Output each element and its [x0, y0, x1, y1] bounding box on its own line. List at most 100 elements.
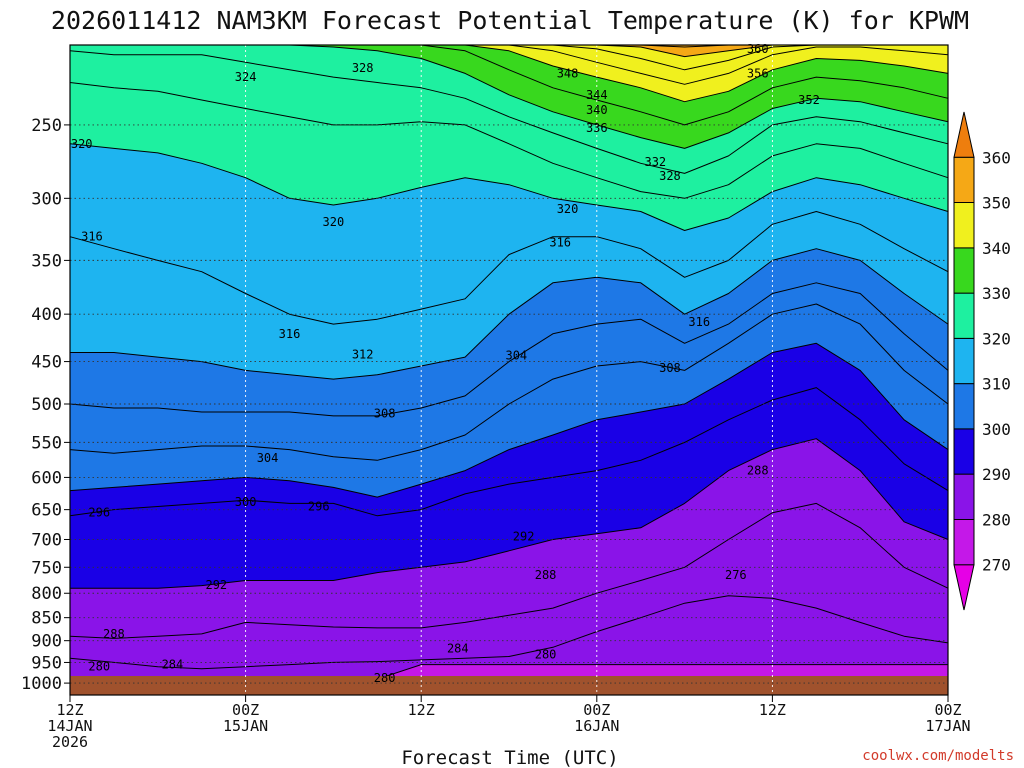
plot-area: 3603563523483443403363323283283243203203… [69, 42, 949, 696]
colorbar-label: 330 [982, 284, 1011, 303]
x-tick-label: 00Z [232, 701, 259, 719]
colorbar-segment [953, 337, 975, 385]
y-tick-label: 250 [31, 116, 62, 136]
contour-label: 300 [235, 495, 257, 509]
x-tick-label: 14JAN [47, 717, 92, 735]
y-tick-label: 950 [31, 653, 62, 673]
colorbar-segment [953, 518, 975, 566]
isentrope-284 [69, 595, 949, 670]
credit-text: coolwx.com/modelts [862, 748, 1014, 764]
contour-label: 320 [71, 137, 93, 151]
contour-label: 356 [747, 66, 769, 80]
y-tick-label: 700 [31, 530, 62, 550]
contour-label: 288 [747, 464, 769, 478]
contour-label: 280 [374, 671, 396, 685]
contour-label: 320 [557, 202, 579, 216]
colorbar-segment [953, 202, 975, 249]
y-axis: 250 300 350 400 450 500 550 600 650 700 750 800 850 9… [21, 116, 70, 694]
contour-label: 336 [586, 121, 608, 135]
contour-label: 340 [586, 103, 608, 117]
x-tick-label: 15JAN [223, 717, 268, 735]
colorbar-label: 300 [982, 420, 1011, 439]
y-tick-label: 350 [31, 251, 62, 271]
colorbar-label: 360 [982, 148, 1011, 167]
colorbar-label: 350 [982, 194, 1011, 213]
contour-label: 348 [557, 66, 579, 80]
isentrope-312 [70, 248, 949, 380]
contour-label: 304 [257, 451, 279, 465]
colorbar-segment [953, 111, 975, 158]
contour-label: 316 [688, 315, 710, 329]
y-tick-label: 500 [31, 395, 62, 415]
colorbar-label: 290 [982, 465, 1011, 484]
isentrope-304 [69, 303, 949, 461]
plot-frame [69, 44, 949, 696]
contour-label: 328 [659, 169, 681, 183]
x-tick-label: 00Z [934, 701, 961, 719]
colorbar: 270 280 290 300 310 320 330 340 350 360 [953, 111, 1011, 611]
colorbar-label: 320 [982, 329, 1011, 348]
contour-label: 332 [644, 155, 666, 169]
ground-surface [70, 676, 948, 695]
contour-label: 276 [725, 568, 747, 582]
theta-band-352 [70, 45, 948, 57]
contour-label: 316 [81, 230, 103, 244]
x-tick-label: 00Z [583, 701, 610, 719]
contour-label: 284 [162, 658, 184, 672]
colorbar-label: 340 [982, 239, 1011, 258]
contour-label: 304 [505, 348, 527, 362]
y-tick-label: 1000 [21, 674, 62, 694]
y-tick-label: 600 [31, 468, 62, 488]
colorbar-segment [953, 473, 975, 520]
contour-label: 360 [747, 42, 769, 56]
colorbar-label: 270 [982, 556, 1011, 575]
contour-label: 320 [323, 215, 345, 229]
chart-title: 2026011412 NAM3KM Forecast Potential Tem… [51, 6, 969, 35]
colorbar-label: 310 [982, 375, 1011, 394]
x-tick-label: 16JAN [574, 717, 619, 735]
contour-label: 296 [308, 500, 330, 514]
x-tick-label: 12Z [56, 701, 83, 719]
colorbar-segment [953, 247, 975, 294]
isentrope-324 [69, 82, 949, 199]
colorbar-segment [953, 292, 975, 339]
isentrope-328 [69, 50, 949, 174]
y-tick-label: 850 [31, 609, 62, 629]
isentrope-308 [69, 282, 949, 417]
y-tick-label: 650 [31, 501, 62, 521]
y-tick-label: 400 [31, 305, 62, 325]
colorbar-segment [953, 156, 975, 204]
colorbar-segment [953, 428, 975, 475]
colorbar-segment [953, 564, 975, 611]
contour-label: 284 [447, 642, 469, 656]
contour-label: 308 [659, 361, 681, 375]
contour-label: 280 [88, 660, 110, 674]
contour-label: 280 [535, 648, 557, 662]
y-tick-label: 900 [31, 632, 62, 652]
colorbar-segment [953, 383, 975, 430]
y-tick-label: 450 [31, 353, 62, 373]
contour-label: 292 [513, 530, 535, 544]
isentrope-288 [69, 502, 949, 639]
theta-fill-layers [70, 45, 948, 695]
contour-label: 308 [374, 407, 396, 421]
contour-label: 316 [549, 236, 571, 250]
contour-label: 344 [586, 88, 608, 102]
x-tick-label: 2026 [52, 733, 88, 751]
y-tick-label: 550 [31, 433, 62, 453]
y-tick-label: 300 [31, 189, 62, 209]
isentrope-316 [69, 211, 949, 325]
contour-label: 292 [205, 578, 227, 592]
contour-label: 352 [798, 93, 820, 107]
contour-label: 312 [352, 347, 374, 361]
x-axis-label: Forecast Time (UTC) [401, 747, 618, 768]
y-tick-label: 800 [31, 584, 62, 604]
isentrope-296 [69, 387, 949, 517]
contour-label: 328 [352, 61, 374, 75]
contour-label: 316 [279, 327, 301, 341]
isentrope-300 [69, 342, 949, 498]
isentrope-292 [70, 438, 949, 589]
colorbar-label: 280 [982, 510, 1011, 529]
